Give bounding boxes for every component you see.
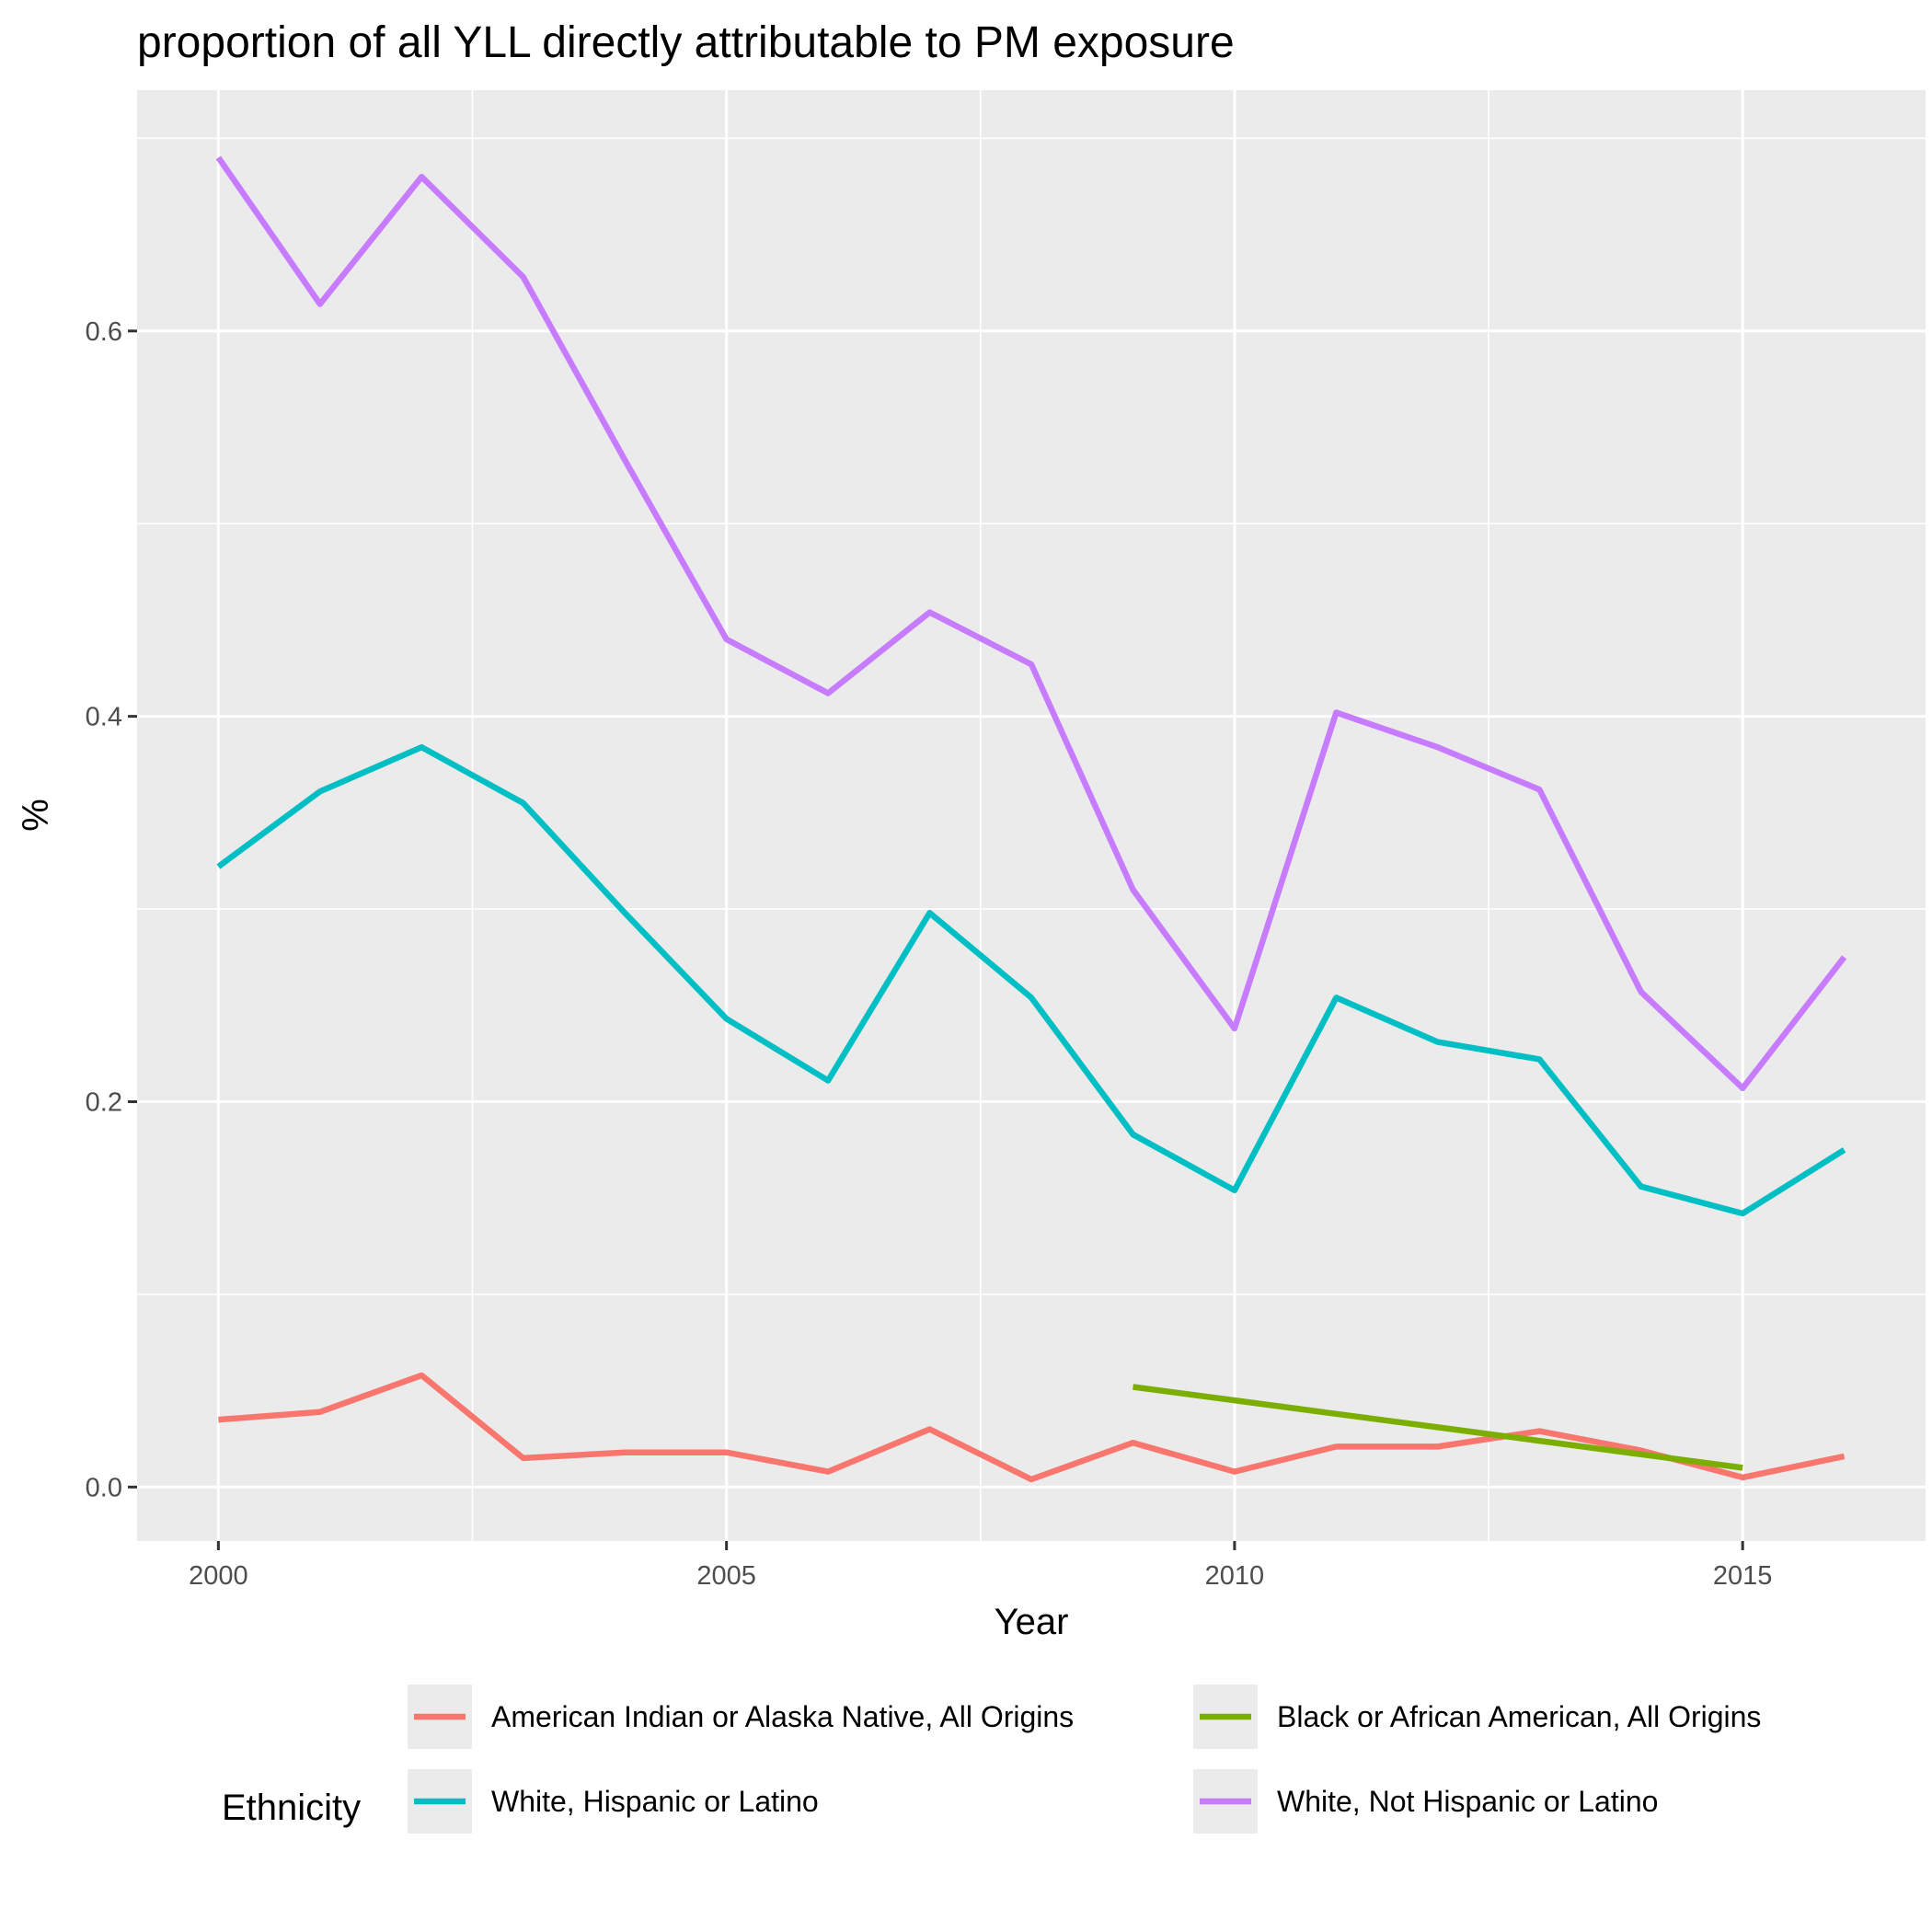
legend-label: White, Not Hispanic or Latino	[1277, 1785, 1658, 1818]
series-line-3	[215, 155, 1847, 1092]
y-tick-label: 0.4	[86, 703, 122, 732]
series-lines	[215, 155, 1847, 1483]
y-axis: 0.0 0.2 0.4 0.6	[86, 317, 137, 1502]
legend: Ethnicity American Indian or Alaska Nati…	[222, 1683, 1761, 1835]
x-axis: 2000 2005 2010 2015	[189, 1541, 1772, 1591]
x-tick-label: 2010	[1205, 1561, 1265, 1591]
x-tick-label: 2005	[696, 1561, 756, 1591]
legend-label: White, Hispanic or Latino	[491, 1785, 819, 1818]
series-line-2	[216, 743, 1846, 1217]
series-line-1	[1133, 1384, 1743, 1471]
legend-label: American Indian or Alaska Native, All Or…	[491, 1700, 1074, 1733]
y-tick-label: 0.0	[86, 1473, 122, 1502]
y-tick-label: 0.2	[86, 1088, 122, 1118]
grid-major	[137, 90, 1926, 1541]
x-tick-label: 2000	[189, 1561, 248, 1591]
legend-label: Black or African American, All Origins	[1277, 1700, 1761, 1733]
y-tick-label: 0.6	[86, 317, 122, 347]
x-tick-label: 2015	[1713, 1561, 1773, 1591]
legend-items: American Indian or Alaska Native, All Or…	[406, 1683, 1761, 1835]
chart-title: proportion of all YLL directly attributa…	[137, 18, 1235, 67]
legend-title: Ethnicity	[222, 1788, 361, 1828]
series-line-0	[218, 1372, 1846, 1483]
y-axis-title: %	[16, 799, 56, 832]
plot-panel	[137, 90, 1926, 1541]
x-axis-title: Year	[995, 1602, 1069, 1642]
